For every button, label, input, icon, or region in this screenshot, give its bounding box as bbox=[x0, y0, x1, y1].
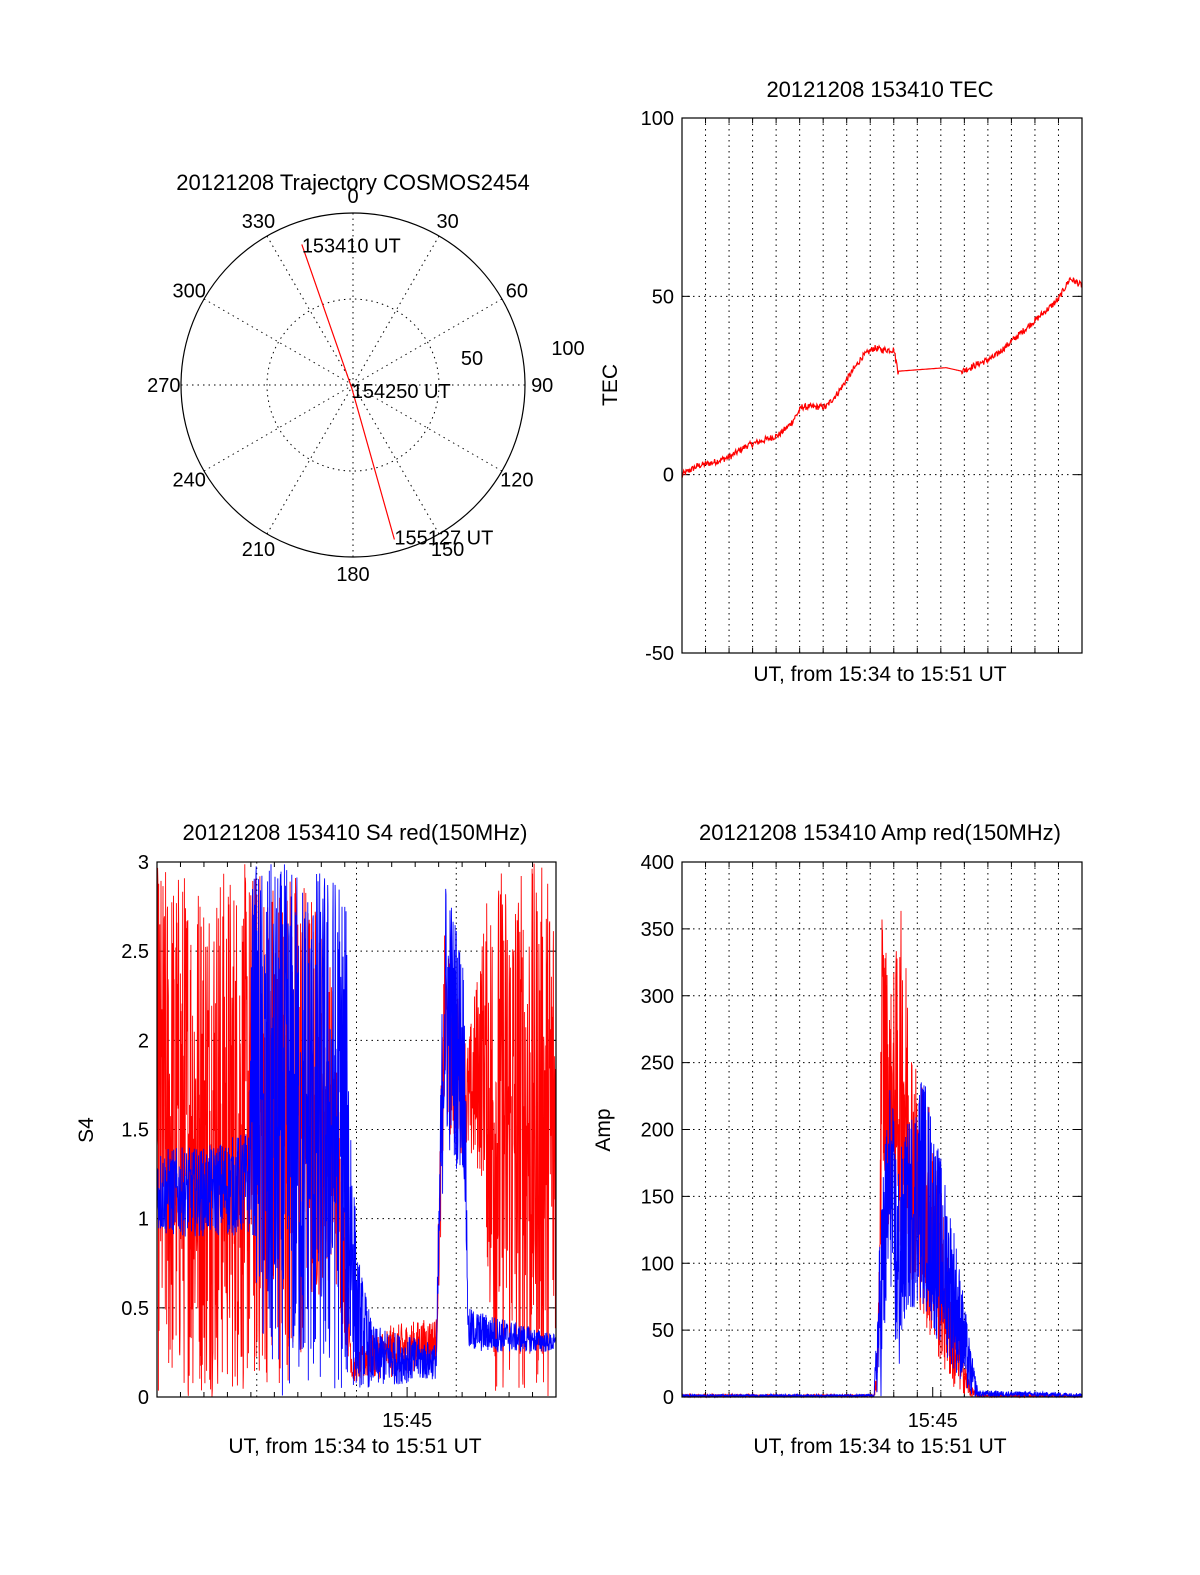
y-tick-label: 0 bbox=[663, 465, 674, 487]
polar-angle-label: 210 bbox=[242, 539, 275, 561]
polar-angle-label: 60 bbox=[506, 280, 528, 302]
polar-angle-label: 330 bbox=[242, 211, 275, 233]
y-tick-label: 2.5 bbox=[121, 941, 149, 963]
s4-title: 20121208 153410 S4 red(150MHz) bbox=[183, 820, 528, 845]
y-tick-label: 50 bbox=[652, 286, 674, 308]
y-tick-label: 0 bbox=[663, 1387, 674, 1409]
amp-ylabel: Amp bbox=[592, 1108, 615, 1151]
polar-spoke bbox=[352, 298, 503, 386]
y-tick-label: 0 bbox=[138, 1387, 149, 1409]
s4-panel: 20121208 153410 S4 red(150MHz) S4 UT, fr… bbox=[75, 820, 557, 1458]
polar-angle-label: 0 bbox=[347, 186, 358, 208]
plot-frame bbox=[156, 861, 557, 1398]
polar-outer-ring bbox=[180, 212, 526, 558]
tec-xlabel: UT, from 15:34 to 15:51 UT bbox=[753, 663, 1006, 686]
y-tick-label: 300 bbox=[641, 986, 674, 1008]
y-tick-label: 1.5 bbox=[121, 1120, 149, 1142]
tec-panel: 20121208 153410 TEC TEC UT, from 15:34 t… bbox=[599, 77, 1083, 686]
amp-title: 20121208 153410 Amp red(150MHz) bbox=[699, 820, 1061, 845]
polar-angle-label: 180 bbox=[336, 564, 369, 586]
polar-spoke bbox=[203, 384, 354, 472]
s4-blue-series bbox=[157, 864, 556, 1396]
amp-blue-series bbox=[681, 1082, 1083, 1399]
polar-radial-label: 100 bbox=[551, 338, 584, 360]
y-tick-label: 100 bbox=[641, 108, 674, 130]
polar-angle-label: 300 bbox=[172, 280, 205, 302]
trajectory-time-label: 155127 UT bbox=[394, 528, 493, 550]
trajectory-time-label: 153410 UT bbox=[302, 235, 401, 257]
y-tick-label: 3 bbox=[138, 852, 149, 874]
s4-xlabel: UT, from 15:34 to 15:51 UT bbox=[228, 1435, 481, 1458]
y-tick-label: 250 bbox=[641, 1053, 674, 1075]
polar-spoke bbox=[266, 384, 354, 535]
polar-angle-label: 270 bbox=[147, 375, 180, 397]
polar-angle-label: 120 bbox=[500, 470, 533, 492]
trajectory-track bbox=[301, 244, 395, 540]
y-tick-label: 2 bbox=[138, 1030, 149, 1052]
y-tick-label: 400 bbox=[641, 852, 674, 874]
y-tick-label: 100 bbox=[641, 1253, 674, 1275]
y-tick-label: -50 bbox=[645, 643, 674, 665]
s4-ylabel: S4 bbox=[75, 1117, 98, 1143]
polar-spoke bbox=[352, 235, 440, 386]
amp-panel: 20121208 153410 Amp red(150MHz) Amp UT, … bbox=[592, 820, 1083, 1458]
x-tick-label: 15:45 bbox=[908, 1410, 958, 1432]
amp-xlabel: UT, from 15:34 to 15:51 UT bbox=[753, 1435, 1006, 1458]
polar-ring-50 bbox=[266, 298, 440, 472]
trajectory-panel: 20121208 Trajectory COSMOS2454 0 30 60 90 12… bbox=[147, 170, 585, 586]
trajectory-title: 20121208 Trajectory COSMOS2454 bbox=[176, 170, 529, 195]
y-tick-label: 50 bbox=[652, 1320, 674, 1342]
polar-spoke bbox=[203, 298, 354, 386]
tec-series-line bbox=[681, 276, 1083, 478]
tec-title: 20121208 153410 TEC bbox=[766, 77, 993, 102]
polar-angle-label: 30 bbox=[436, 211, 458, 233]
y-tick-label: 0.5 bbox=[121, 1298, 149, 1320]
polar-spoke bbox=[352, 384, 503, 472]
plot-frame bbox=[681, 861, 1083, 1398]
y-tick-label: 150 bbox=[641, 1186, 674, 1208]
tec-ylabel: TEC bbox=[599, 364, 622, 406]
y-tick-label: 1 bbox=[138, 1209, 149, 1231]
y-tick-label: 350 bbox=[641, 919, 674, 941]
s4-series-group bbox=[157, 863, 556, 1397]
polar-spoke bbox=[266, 235, 354, 386]
y-tick-label: 200 bbox=[641, 1120, 674, 1142]
polar-angle-label: 90 bbox=[531, 375, 553, 397]
polar-spoke bbox=[352, 384, 440, 535]
x-tick-label: 15:45 bbox=[382, 1410, 432, 1432]
plot-frame bbox=[681, 117, 1083, 654]
polar-radial-label: 50 bbox=[461, 348, 483, 370]
trajectory-time-label: 154250 UT bbox=[352, 381, 451, 403]
polar-angle-label: 240 bbox=[172, 470, 205, 492]
polar-angle-label: 150 bbox=[431, 539, 464, 561]
